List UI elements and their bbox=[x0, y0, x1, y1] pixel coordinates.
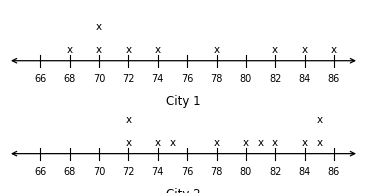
Text: 68: 68 bbox=[63, 167, 76, 177]
Text: 82: 82 bbox=[269, 167, 281, 177]
Text: 84: 84 bbox=[298, 167, 311, 177]
Text: x: x bbox=[155, 138, 161, 148]
Text: x: x bbox=[214, 45, 219, 55]
Text: 70: 70 bbox=[93, 167, 105, 177]
Text: 86: 86 bbox=[328, 167, 340, 177]
Text: 66: 66 bbox=[34, 167, 47, 177]
Text: x: x bbox=[316, 138, 322, 148]
Text: 78: 78 bbox=[210, 167, 223, 177]
Text: x: x bbox=[214, 138, 219, 148]
Text: x: x bbox=[302, 45, 308, 55]
Text: x: x bbox=[126, 138, 131, 148]
Text: x: x bbox=[155, 45, 161, 55]
Text: 70: 70 bbox=[93, 74, 105, 84]
Text: 66: 66 bbox=[34, 74, 47, 84]
Text: 86: 86 bbox=[328, 74, 340, 84]
Text: x: x bbox=[331, 45, 337, 55]
Text: x: x bbox=[170, 138, 175, 148]
Text: x: x bbox=[243, 138, 249, 148]
Text: 74: 74 bbox=[152, 74, 164, 84]
Text: x: x bbox=[258, 138, 264, 148]
Text: x: x bbox=[302, 138, 308, 148]
Text: x: x bbox=[96, 45, 102, 55]
Text: 72: 72 bbox=[122, 74, 135, 84]
Text: 72: 72 bbox=[122, 167, 135, 177]
Text: x: x bbox=[126, 115, 131, 125]
Text: 78: 78 bbox=[210, 74, 223, 84]
Text: 80: 80 bbox=[240, 74, 252, 84]
Text: x: x bbox=[272, 138, 278, 148]
Text: City 1: City 1 bbox=[166, 95, 201, 108]
Text: 82: 82 bbox=[269, 74, 281, 84]
Text: x: x bbox=[67, 45, 73, 55]
Text: 76: 76 bbox=[181, 74, 193, 84]
Text: 68: 68 bbox=[63, 74, 76, 84]
Text: x: x bbox=[316, 115, 322, 125]
Text: 76: 76 bbox=[181, 167, 193, 177]
Text: 74: 74 bbox=[152, 167, 164, 177]
Text: x: x bbox=[272, 45, 278, 55]
Text: 84: 84 bbox=[298, 74, 311, 84]
Text: 80: 80 bbox=[240, 167, 252, 177]
Text: City 2: City 2 bbox=[166, 188, 201, 193]
Text: x: x bbox=[96, 22, 102, 32]
Text: x: x bbox=[126, 45, 131, 55]
